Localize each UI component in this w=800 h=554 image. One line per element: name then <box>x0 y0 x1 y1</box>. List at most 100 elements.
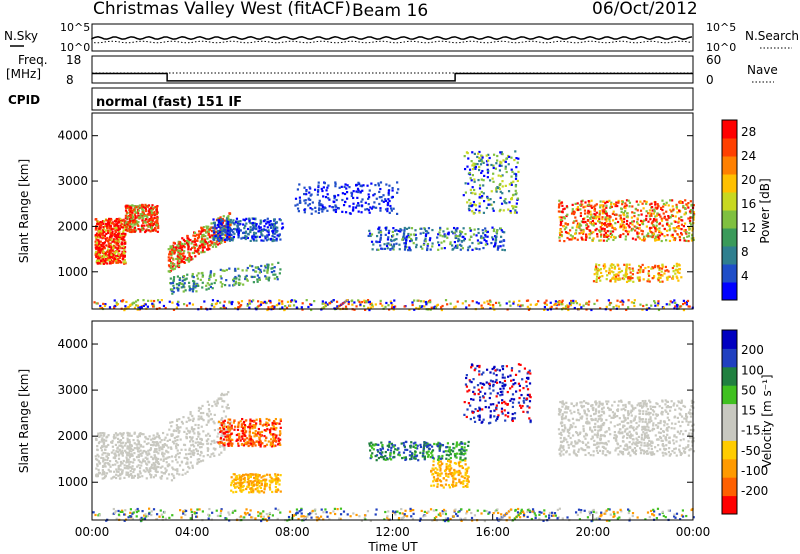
range-gate-cell <box>228 434 231 437</box>
range-gate-cell <box>156 299 160 302</box>
range-gate-cell <box>378 240 381 244</box>
range-gate-cell <box>660 239 663 243</box>
range-gate-cell <box>265 277 268 280</box>
range-gate-cell <box>506 154 510 158</box>
range-gate-cell <box>478 150 481 154</box>
range-gate-cell <box>249 230 252 233</box>
range-gate-cell <box>453 306 456 309</box>
range-gate-cell <box>632 301 636 305</box>
range-gate-cell <box>647 272 650 275</box>
range-gate-cell <box>353 308 356 311</box>
range-gate-cell <box>634 229 637 232</box>
range-gate-cell <box>362 184 365 187</box>
nave-tick-top: 60 <box>706 53 721 67</box>
range-gate-cell <box>359 302 362 305</box>
range-gate-cell <box>690 237 693 240</box>
range-gate-cell <box>116 437 120 441</box>
range-gate-cell <box>173 436 176 440</box>
range-gate-cell <box>219 307 222 310</box>
range-gate-cell <box>162 459 165 463</box>
range-gate-cell <box>468 171 471 175</box>
range-gate-cell <box>201 250 205 254</box>
range-gate-cell <box>429 301 432 304</box>
range-gate-cell <box>274 436 277 439</box>
range-gate-cell <box>430 306 433 309</box>
range-gate-cell <box>187 257 190 260</box>
range-gate-cell <box>232 219 235 222</box>
range-gate-cell <box>499 240 502 243</box>
range-gate-cell <box>178 241 181 244</box>
range-gate-cell <box>587 200 590 203</box>
range-gate-cell <box>489 303 492 306</box>
range-gate-cell <box>214 279 218 282</box>
range-gate-cell <box>131 209 134 213</box>
range-gate-cell <box>466 201 469 204</box>
range-gate-cell <box>543 305 547 309</box>
range-gate-cell <box>500 164 503 167</box>
range-gate-cell <box>602 222 605 226</box>
range-gate-cell <box>126 205 129 209</box>
range-gate-cell <box>398 243 401 246</box>
colorbar-swatch <box>722 156 737 175</box>
range-gate-cell <box>135 219 138 223</box>
range-gate-cell <box>137 459 140 462</box>
range-gate-cell <box>172 263 176 266</box>
range-gate-cell <box>582 228 585 232</box>
range-gate-cell <box>166 456 169 459</box>
range-gate-cell <box>516 198 519 201</box>
range-gate-cell <box>499 190 502 193</box>
range-gate-cell <box>191 303 195 306</box>
range-gate-cell <box>393 238 397 241</box>
range-gate-cell <box>191 453 194 456</box>
range-gate-cell <box>197 441 200 444</box>
range-gate-cell <box>379 236 382 239</box>
range-gate-cell <box>130 205 133 208</box>
range-gate-cell <box>221 231 224 234</box>
range-gate-cell <box>643 237 647 240</box>
range-gate-cell <box>195 449 199 452</box>
range-gate-cell <box>368 308 371 312</box>
range-gate-cell <box>316 190 320 193</box>
range-gate-cell <box>146 228 149 232</box>
range-gate-cell <box>156 442 160 445</box>
range-gate-cell <box>228 235 231 238</box>
range-gate-cell <box>140 461 143 464</box>
range-gate-cell <box>683 301 687 305</box>
range-gate-cell <box>199 454 202 457</box>
range-gate-cell <box>611 266 614 269</box>
range-gate-cell <box>251 235 254 238</box>
range-gate-cell <box>640 229 643 232</box>
range-gate-cell <box>679 201 682 204</box>
range-gate-cell <box>236 224 239 227</box>
range-gate-cell <box>118 477 122 480</box>
range-gate-cell <box>240 237 243 240</box>
range-gate-cell <box>660 273 663 277</box>
range-gate-cell <box>470 191 473 195</box>
range-gate-cell <box>615 213 618 216</box>
range-gate-cell <box>168 464 171 467</box>
range-gate-cell <box>651 235 654 239</box>
range-gate-cell <box>186 234 189 238</box>
range-gate-cell <box>616 299 619 302</box>
range-gate-cell <box>621 203 624 206</box>
range-gate-cell <box>441 304 444 308</box>
range-gate-cell <box>138 460 142 463</box>
range-gate-cell <box>372 243 375 246</box>
range-gate-cell <box>469 235 473 238</box>
range-gate-cell <box>486 168 489 171</box>
range-gate-cell <box>120 237 123 241</box>
range-gate-cell <box>133 210 136 213</box>
range-gate-cell <box>170 246 174 249</box>
range-gate-cell <box>253 432 256 435</box>
range-gate-cell <box>97 434 100 437</box>
range-gate-cell <box>259 445 262 448</box>
range-gate-cell <box>399 227 402 231</box>
range-gate-cell <box>564 231 568 234</box>
range-gate-cell <box>514 189 517 192</box>
range-gate-cell <box>248 439 251 442</box>
range-gate-cell <box>172 276 176 279</box>
range-gate-cell <box>184 448 187 451</box>
range-gate-cell <box>305 299 308 302</box>
range-gate-cell <box>444 299 448 302</box>
range-gate-cell <box>639 267 642 270</box>
